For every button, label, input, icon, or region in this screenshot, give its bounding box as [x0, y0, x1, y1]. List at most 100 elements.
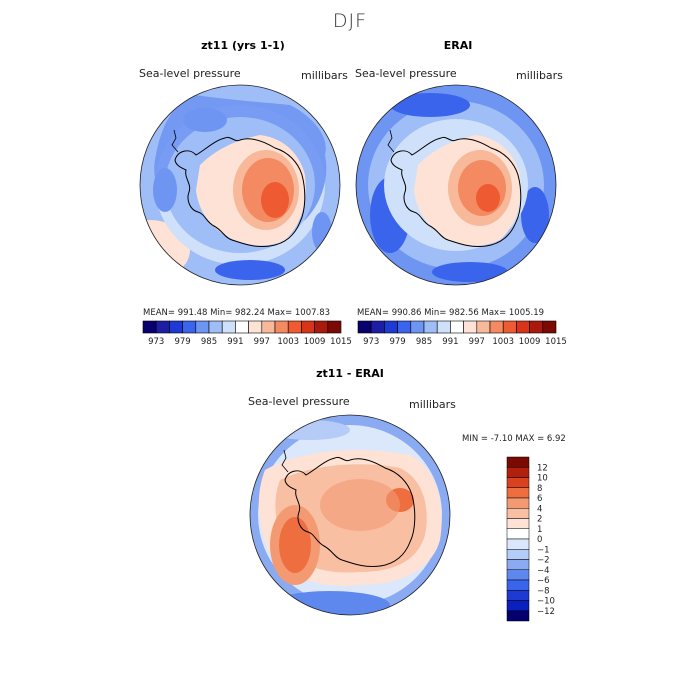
panel-diff-units: millibars [409, 398, 456, 411]
panel-model-colorbar-swatch [301, 320, 315, 334]
panel-diff-colorbar-swatch [506, 600, 530, 611]
panel-diff: zt11 - ERAI Sea-level pressure millibars… [248, 367, 566, 622]
panel-obs-colorbar-tick-label: 973 [363, 337, 379, 347]
panel-obs-colorbar-swatch [489, 320, 504, 334]
panel-diff-colorbar-tick-label: 6 [537, 494, 542, 504]
panel-diff-colorbar-tick-label: 8 [537, 484, 542, 494]
panel-obs-colorbar-tick-label: 985 [416, 337, 432, 347]
panel-model-colorbar-swatch [142, 320, 157, 334]
panel-diff-colorbar-tick-label: −8 [537, 586, 550, 596]
panel-model-colorbar-swatch [155, 320, 170, 334]
panel-diff-colorbar-tick-label: 12 [537, 463, 548, 473]
panel-obs-colorbar-swatch [450, 320, 464, 334]
panel-obs-colorbar-tick-label: 1003 [492, 337, 514, 347]
panel-obs-colorbar-tick-label: 1009 [519, 337, 541, 347]
panel-model-colorbar-tick-label: 997 [254, 337, 270, 347]
panel-diff-colorbar-tick-label: 1 [537, 525, 542, 535]
panel-model-colorbar-swatch [235, 320, 249, 334]
panel-model-title: zt11 (yrs 1-1) [201, 39, 285, 52]
panel-diff-stats: MIN = -7.10 MAX = 6.92 [462, 434, 566, 444]
panel-model-colorbar-tick-label: 991 [227, 337, 243, 347]
panel-diff-map [250, 415, 450, 615]
panel-model-colorbar-tick-label: 973 [148, 337, 164, 347]
panel-obs-colorbar-tick-label: 991 [442, 337, 458, 347]
panel-model-variable: Sea-level pressure [139, 67, 241, 80]
panel-diff-colorbar-tick-label: 0 [537, 535, 542, 545]
panel-obs-colorbar: 973 979 985 991 997 1003 1009 1015 [357, 320, 567, 347]
panel-model-colorbar-swatch [182, 320, 197, 334]
panel-obs-colorbar-swatch [397, 320, 412, 334]
panel-diff-colorbar-swatch [506, 487, 530, 499]
panel-model-colorbar-swatch [327, 320, 342, 334]
panel-diff-variable: Sea-level pressure [248, 395, 350, 408]
panel-diff-colorbar-swatch [506, 518, 530, 529]
panel-model-colorbar-tick-label: 979 [174, 337, 190, 347]
panel-diff-colorbar-swatch [506, 590, 530, 601]
panel-diff-colorbar-tick-label: 10 [537, 474, 548, 484]
panel-obs-title: ERAI [444, 39, 473, 52]
panel-obs-stats: MEAN= 990.86 Min= 982.56 Max= 1005.19 [357, 308, 544, 318]
panel-obs-colorbar-tick-label: 997 [469, 337, 485, 347]
panel-model-colorbar-tick-label: 985 [201, 337, 217, 347]
panel-model-colorbar-swatch [208, 320, 223, 334]
panel-diff-colorbar-tick-label: −4 [537, 566, 550, 576]
panel-model-colorbar-swatch [314, 320, 329, 334]
panel-obs-variable: Sea-level pressure [355, 67, 457, 80]
panel-obs-units: millibars [516, 69, 563, 82]
panel-diff-colorbar-tick-label: −10 [537, 597, 555, 607]
panel-diff-colorbar-tick-label: −1 [537, 545, 550, 555]
panel-diff-colorbar-swatch [506, 569, 530, 581]
panel-model-colorbar-swatch [274, 320, 289, 334]
panel-diff-colorbar-swatch [506, 610, 530, 622]
panel-diff-colorbar-swatch [506, 538, 530, 550]
panel-diff-colorbar-swatch [506, 497, 530, 509]
panel-model-map [140, 85, 340, 285]
panel-model-colorbar: 973 979 985 991 997 1003 1009 1015 [142, 320, 352, 347]
panel-diff-colorbar-swatch [506, 579, 530, 591]
panel-obs-colorbar-swatch [410, 320, 425, 334]
panel-obs-colorbar-swatch [423, 320, 438, 334]
panel-obs-colorbar-swatch [384, 320, 398, 334]
panel-obs-colorbar-tick-label: 1015 [545, 337, 567, 347]
panel-diff-colorbar-tick-label: −6 [537, 576, 550, 586]
panel-diff-colorbar-tick-label: 4 [537, 504, 542, 514]
panel-model-colorbar-tick-label: 1015 [330, 337, 352, 347]
panel-diff-colorbar-swatch [506, 508, 530, 519]
panel-diff-colorbar-swatch [506, 467, 530, 478]
panel-obs-colorbar-swatch [357, 320, 372, 334]
panel-model-colorbar-swatch [221, 320, 236, 334]
panel-obs-colorbar-swatch [516, 320, 530, 334]
panel-obs-map [356, 85, 556, 285]
panel-diff-colorbar-swatch [506, 559, 530, 570]
panel-diff-colorbar-swatch [506, 456, 530, 468]
panel-diff-colorbar-tick-label: −2 [537, 556, 550, 566]
panel-obs-colorbar-swatch [476, 320, 491, 334]
panel-obs-colorbar-swatch [370, 320, 385, 334]
panel-model-stats: MEAN= 991.48 Min= 982.24 Max= 1007.83 [143, 308, 330, 318]
panel-diff-colorbar-swatch [506, 477, 530, 488]
panel-diff-colorbar-tick-label: −12 [537, 607, 555, 617]
panel-model-units: millibars [301, 69, 348, 82]
panel-diff-title: zt11 - ERAI [316, 367, 384, 380]
panel-model-colorbar-tick-label: 1003 [277, 337, 299, 347]
panel-obs: ERAI Sea-level pressure millibars MEAN= … [355, 39, 567, 347]
panel-model-colorbar-swatch [169, 320, 183, 334]
panel-model: zt11 (yrs 1-1) Sea-level pressure millib… [139, 39, 352, 347]
panel-model-colorbar-swatch [195, 320, 210, 334]
panel-obs-colorbar-swatch [529, 320, 544, 334]
panel-diff-colorbar-swatch [506, 528, 530, 540]
panel-obs-colorbar-swatch [436, 320, 451, 334]
panel-model-colorbar-tick-label: 1009 [304, 337, 326, 347]
panel-model-colorbar-swatch [287, 320, 302, 334]
panel-diff-colorbar-tick-label: 2 [537, 515, 542, 525]
panel-obs-colorbar-swatch [542, 320, 557, 334]
panel-model-colorbar-swatch [248, 320, 263, 334]
panel-obs-colorbar-swatch [502, 320, 517, 334]
panel-diff-colorbar-swatch [506, 549, 530, 560]
panel-model-colorbar-swatch [261, 320, 276, 334]
figure-title: DJF [333, 10, 367, 32]
panel-obs-colorbar-swatch [463, 320, 478, 334]
panel-obs-colorbar-tick-label: 979 [389, 337, 405, 347]
